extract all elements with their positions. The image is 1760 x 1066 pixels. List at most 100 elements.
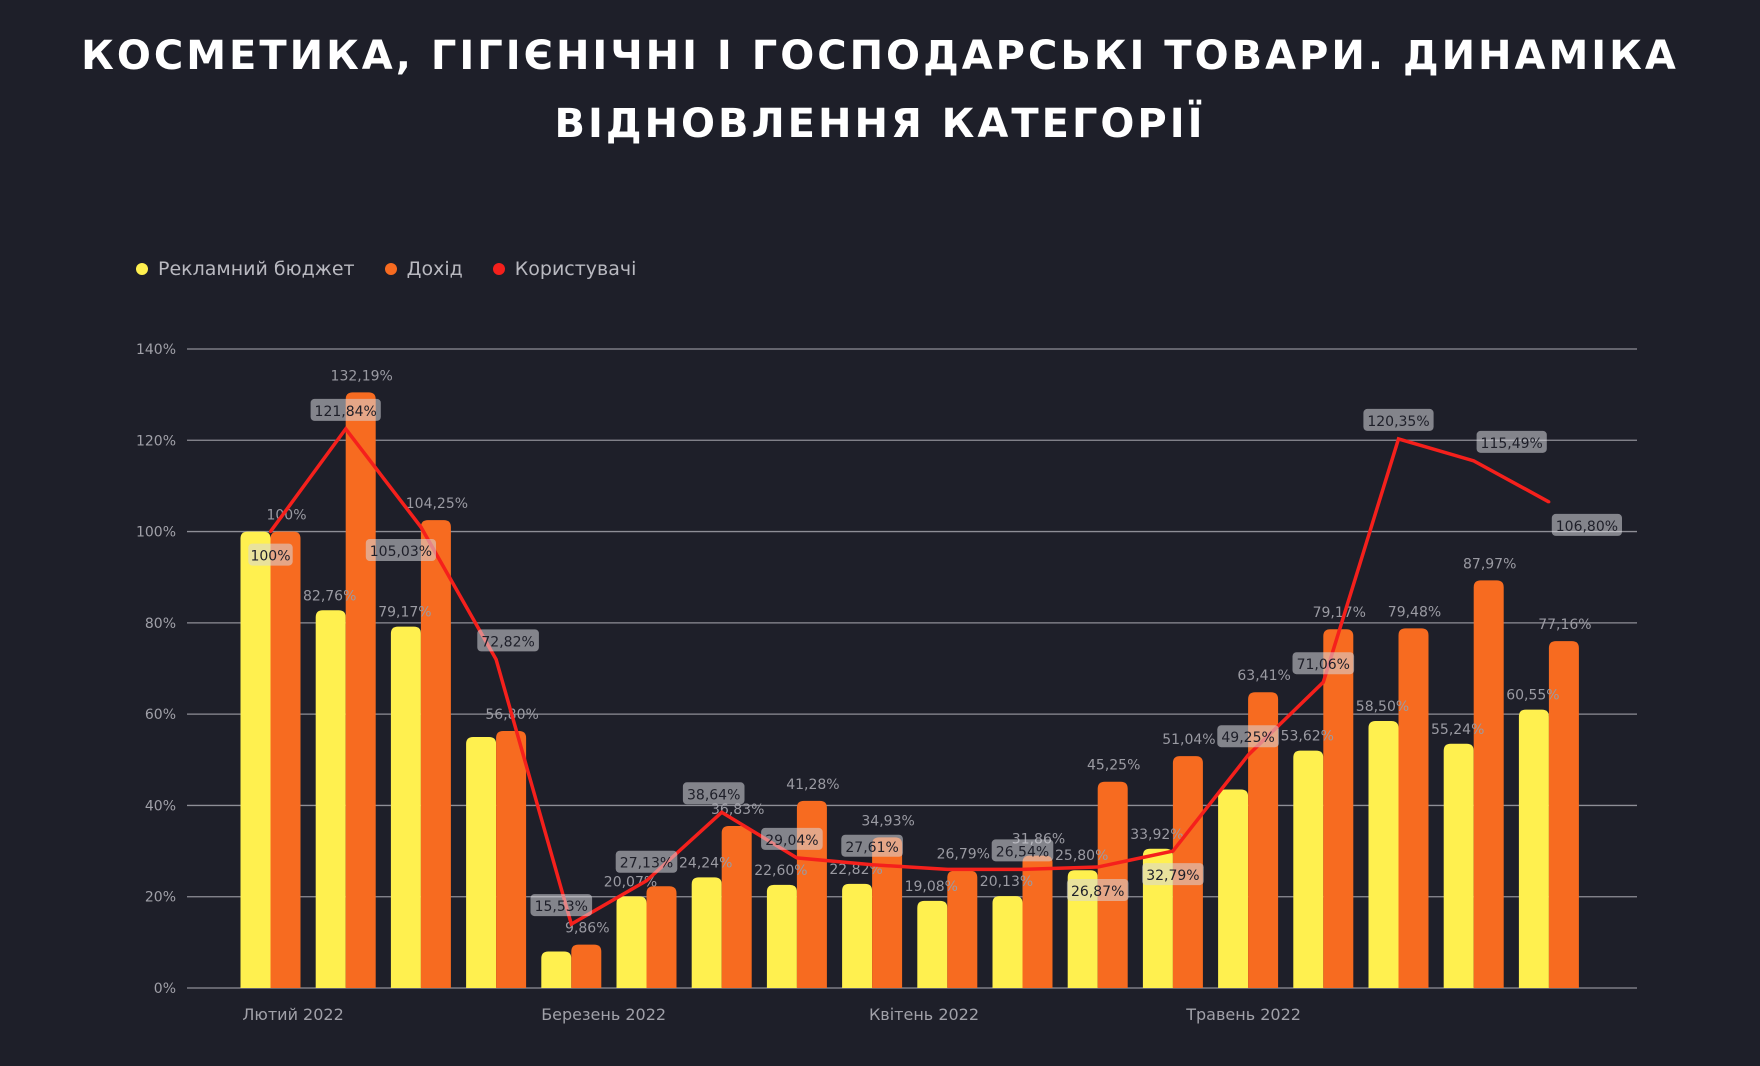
x-axis-label: Квітень 2022 bbox=[869, 1005, 979, 1024]
bar-revenue bbox=[345, 392, 376, 988]
line-point-users bbox=[795, 856, 799, 860]
y-tick-label: 80% bbox=[145, 616, 176, 632]
bar-revenue bbox=[1398, 628, 1429, 988]
bar-revenue bbox=[420, 520, 451, 988]
bar-ad-budget bbox=[1518, 709, 1549, 988]
y-tick-label: 140% bbox=[136, 342, 176, 358]
chart-title: Косметика, гігієнічні і господарські тов… bbox=[81, 33, 1679, 147]
bar-ad-budget bbox=[992, 896, 1023, 988]
line-point-users bbox=[1397, 437, 1400, 441]
bar-ad-budget bbox=[240, 531, 271, 988]
data-label-box-users bbox=[1292, 652, 1355, 675]
line-point-users bbox=[870, 863, 874, 867]
legend-label: Користувачі bbox=[514, 258, 637, 280]
line-point-users bbox=[720, 810, 724, 814]
line-point-users bbox=[569, 922, 573, 926]
data-label-revenue: 104,25% bbox=[406, 496, 468, 512]
data-label-revenue: 77,16% bbox=[1538, 617, 1591, 633]
legend-dot-icon bbox=[136, 263, 148, 275]
data-label-revenue: 45,25% bbox=[1087, 758, 1140, 774]
y-tick-label: 0% bbox=[154, 981, 176, 997]
x-axis-label: Лютий 2022 bbox=[242, 1005, 343, 1024]
data-label-box-users bbox=[841, 834, 903, 857]
data-label-ad-budget: 55,24% bbox=[1431, 722, 1484, 738]
legend-item-revenue[interactable]: Дохід bbox=[384, 258, 463, 280]
data-label-box-users bbox=[682, 782, 745, 805]
bar-ad-budget bbox=[766, 884, 797, 988]
data-label-ad-budget: 53,62% bbox=[1281, 729, 1334, 745]
bar-revenue bbox=[1022, 855, 1053, 988]
legend-label: Рекламний бюджет bbox=[158, 258, 355, 280]
bar-revenue bbox=[1323, 629, 1354, 988]
data-label-ad-budget: 60,55% bbox=[1506, 688, 1559, 704]
y-tick-label: 60% bbox=[145, 707, 176, 723]
data-label-box-users bbox=[1476, 430, 1547, 453]
data-label-revenue: 79,17% bbox=[1313, 605, 1366, 621]
data-label-revenue: 87,97% bbox=[1463, 556, 1516, 572]
data-label-ad-budget: 82,76% bbox=[303, 588, 356, 604]
data-label-box-users bbox=[991, 839, 1054, 862]
bar-ad-budget bbox=[691, 877, 722, 988]
data-label-ad-budget: 79,17% bbox=[378, 605, 431, 621]
bar-ad-budget bbox=[616, 896, 647, 988]
bar-revenue bbox=[646, 886, 677, 988]
data-label-ad-budget: 25,80% bbox=[1055, 848, 1108, 864]
line-point-users bbox=[494, 657, 498, 661]
data-label-box-users bbox=[1551, 513, 1622, 536]
legend-item-users[interactable]: Користувачі bbox=[492, 258, 637, 280]
line-point-users bbox=[1021, 867, 1024, 871]
bar-revenue bbox=[947, 870, 978, 988]
data-label-box-users bbox=[530, 894, 593, 917]
data-label-box-users bbox=[1363, 408, 1434, 431]
bar-revenue bbox=[1248, 692, 1279, 988]
data-label-ad-budget: 24,24% bbox=[679, 855, 732, 871]
data-label-box-users bbox=[615, 850, 678, 873]
data-label-revenue: 63,41% bbox=[1237, 668, 1290, 684]
data-label-box-users bbox=[248, 543, 293, 566]
bar-ad-budget bbox=[315, 610, 346, 988]
data-label-users: 26,87% bbox=[1071, 884, 1124, 900]
data-label-revenue: 9,86% bbox=[565, 921, 609, 937]
y-tick-label: 20% bbox=[145, 890, 176, 906]
line-point-users bbox=[269, 530, 272, 534]
data-label-box-users bbox=[365, 539, 436, 562]
data-label-ad-budget: 22,60% bbox=[754, 863, 807, 879]
bar-ad-budget bbox=[466, 736, 497, 988]
data-label-users: 121,84% bbox=[315, 404, 377, 420]
data-label-revenue: 79,48% bbox=[1388, 604, 1441, 620]
bar-revenue bbox=[571, 944, 602, 988]
data-label-users: 72,82% bbox=[481, 634, 534, 650]
data-label-users: 49,25% bbox=[1221, 730, 1274, 746]
bar-ad-budget bbox=[390, 626, 421, 988]
data-label-ad-budget: 58,50% bbox=[1356, 699, 1409, 715]
data-label-users: 29,04% bbox=[765, 833, 818, 849]
data-label-users: 115,49% bbox=[1481, 436, 1543, 452]
data-label-ad-budget: 20,13% bbox=[980, 874, 1033, 890]
legend-label: Дохід bbox=[406, 258, 463, 280]
line-point-users bbox=[419, 525, 423, 529]
x-axis-label: Травень 2022 bbox=[1185, 1005, 1301, 1024]
line-point-users bbox=[1171, 849, 1175, 853]
data-label-users: 26,54% bbox=[996, 844, 1049, 860]
data-label-users: 27,61% bbox=[845, 840, 898, 856]
x-axis-label: Березень 2022 bbox=[541, 1005, 666, 1024]
bar-revenue bbox=[270, 531, 301, 988]
data-label-ad-budget: 20,07% bbox=[604, 874, 657, 890]
data-label-users: 106,80% bbox=[1556, 519, 1618, 535]
legend-item-ad-budget[interactable]: Рекламний бюджет bbox=[136, 258, 355, 280]
data-label-box-users bbox=[310, 398, 381, 421]
bar-ad-budget bbox=[1218, 789, 1249, 988]
line-point-users bbox=[1547, 500, 1551, 504]
bar-revenue bbox=[721, 825, 752, 988]
data-label-revenue: 51,04% bbox=[1162, 732, 1215, 748]
data-label-box-users bbox=[761, 827, 823, 850]
data-label-box-users bbox=[1217, 725, 1279, 748]
line-point-users bbox=[1321, 680, 1325, 684]
y-tick-label: 120% bbox=[136, 433, 176, 449]
y-tick-label: 100% bbox=[136, 525, 176, 541]
data-label-ad-budget: 19,08% bbox=[905, 879, 958, 895]
bar-ad-budget bbox=[842, 883, 873, 988]
line-point-users bbox=[1472, 459, 1476, 463]
bar-revenue bbox=[1548, 641, 1579, 988]
y-tick-label: 40% bbox=[145, 798, 176, 814]
